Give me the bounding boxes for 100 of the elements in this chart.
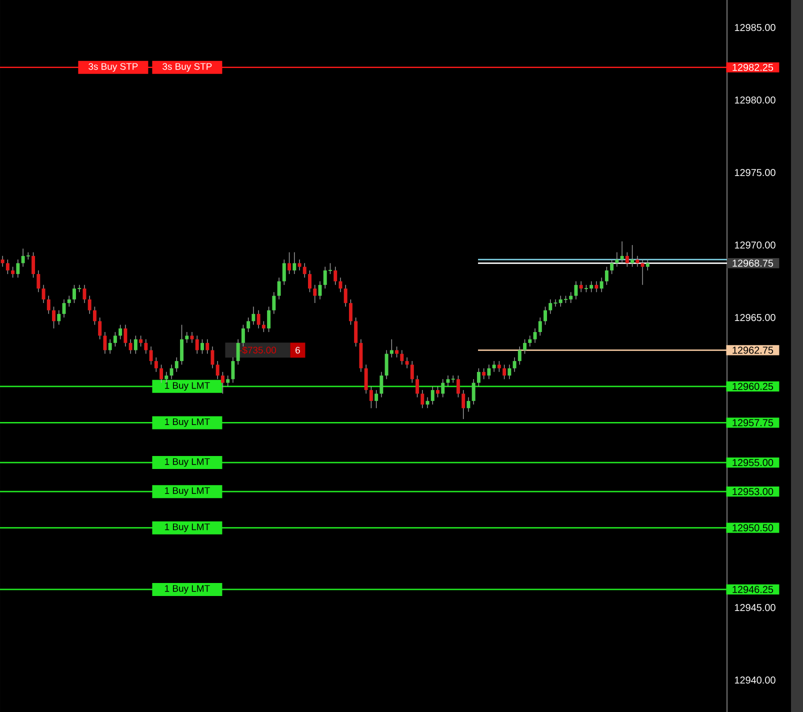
- candlestick: [170, 364, 174, 380]
- candlestick: [502, 364, 506, 380]
- candlestick: [226, 375, 230, 387]
- candlestick: [395, 346, 399, 358]
- y-tick-label: 12970.00: [734, 242, 776, 249]
- candlestick: [288, 252, 292, 274]
- candlestick: [174, 357, 178, 372]
- candlestick: [579, 280, 583, 293]
- candlestick: [636, 256, 640, 268]
- y-tick-label: 12955.00: [732, 459, 774, 466]
- candlestick: [604, 266, 608, 286]
- candlestick: [646, 259, 650, 271]
- candlestick: [252, 306, 256, 326]
- candlestick: [185, 332, 189, 344]
- candlestick: [430, 386, 434, 405]
- candlestick: [400, 350, 404, 366]
- candlestick: [466, 396, 470, 412]
- candlestick: [436, 386, 440, 398]
- candlestick: [615, 252, 619, 268]
- candlestick: [456, 375, 460, 398]
- candlestick: [600, 277, 604, 293]
- candlestick: [384, 350, 388, 380]
- candlestick: [462, 390, 466, 420]
- candlestick: [206, 338, 210, 354]
- candlestick: [124, 324, 128, 347]
- candlestick: [108, 338, 112, 354]
- candlestick: [98, 317, 102, 340]
- y-tick-label: 12985.00: [734, 24, 776, 32]
- candlestick: [625, 252, 629, 268]
- candlestick: [282, 259, 286, 286]
- candlestick: [92, 306, 96, 326]
- candlestick: [272, 292, 276, 314]
- y-tick-label: 12940.00: [734, 676, 776, 684]
- candlestick: [544, 306, 547, 326]
- candlestick: [216, 360, 220, 380]
- candlestick: [195, 335, 199, 354]
- candlestick: [57, 310, 61, 326]
- candlestick: [420, 390, 424, 409]
- candlestick: [88, 295, 92, 314]
- ref-line-label: 1 Buy LMT: [165, 585, 210, 594]
- candlestick: [410, 360, 414, 384]
- candlestick: [103, 332, 107, 354]
- candlestick: [334, 266, 338, 286]
- candlestick: [487, 364, 491, 380]
- candlestick: [231, 357, 235, 384]
- candlestick: [67, 295, 71, 308]
- candlestick: [574, 280, 578, 300]
- y-tick-label: 12950.50: [732, 524, 774, 532]
- candlestick: [0, 256, 4, 268]
- ref-line-label: 1 Buy LMT: [165, 487, 210, 496]
- candlestick: [11, 266, 15, 278]
- candlestick: [472, 378, 476, 405]
- candlestick: [497, 360, 501, 372]
- y-tick-label: 12946.25: [732, 586, 774, 593]
- candlestick: [380, 372, 384, 398]
- candlestick: [6, 259, 10, 274]
- candlestick: [236, 338, 240, 366]
- candlestick: [594, 280, 598, 293]
- y-tick-label: 12982.25: [732, 64, 774, 71]
- ref-line-label: 3s Buy STP: [162, 63, 212, 72]
- candlestick: [210, 346, 214, 369]
- candlestick: [154, 357, 158, 372]
- candlestick: [292, 252, 296, 274]
- candlestick: [128, 338, 132, 354]
- candlestick: [523, 338, 527, 354]
- candlestick: [518, 346, 522, 366]
- candlestick: [36, 270, 40, 293]
- candlestick: [144, 338, 148, 354]
- ref-line-label: 1 Buy LMT: [165, 418, 210, 427]
- candlestick: [267, 306, 271, 332]
- candlestick: [446, 375, 450, 387]
- candlestick: [220, 372, 224, 394]
- candlestick: [610, 259, 614, 274]
- y-tick-label: 12965.00: [734, 314, 776, 322]
- candlestick: [364, 364, 368, 394]
- candlestick: [180, 324, 184, 366]
- candlestick: [538, 317, 542, 336]
- candlestick: [533, 328, 537, 344]
- y-tick-label: 12957.75: [732, 419, 774, 426]
- candlestick: [308, 270, 312, 293]
- y-tick-label: 12980.00: [734, 96, 776, 104]
- candlestick: [630, 244, 634, 268]
- candlestick: [42, 284, 46, 304]
- y-tick-label: 12962.75: [732, 346, 774, 354]
- candlestick: [134, 335, 138, 354]
- candlestick: [390, 338, 394, 358]
- ref-line-label: 1 Buy LMT: [165, 382, 210, 391]
- y-tick-label: 12945.00: [734, 604, 776, 612]
- y-tick-label: 12968.75: [732, 260, 774, 267]
- candlestick: [476, 368, 480, 387]
- y-tick-label: 12960.25: [732, 382, 774, 390]
- candlestick: [512, 357, 516, 372]
- y-tick-label: 12953.00: [732, 488, 774, 496]
- candlestick: [302, 262, 306, 278]
- candlestick: [344, 284, 348, 308]
- candlestick: [200, 338, 204, 354]
- candlestick: [640, 259, 644, 286]
- candlestick: [416, 375, 420, 398]
- candlestick: [405, 357, 409, 369]
- candlestick: [139, 335, 143, 347]
